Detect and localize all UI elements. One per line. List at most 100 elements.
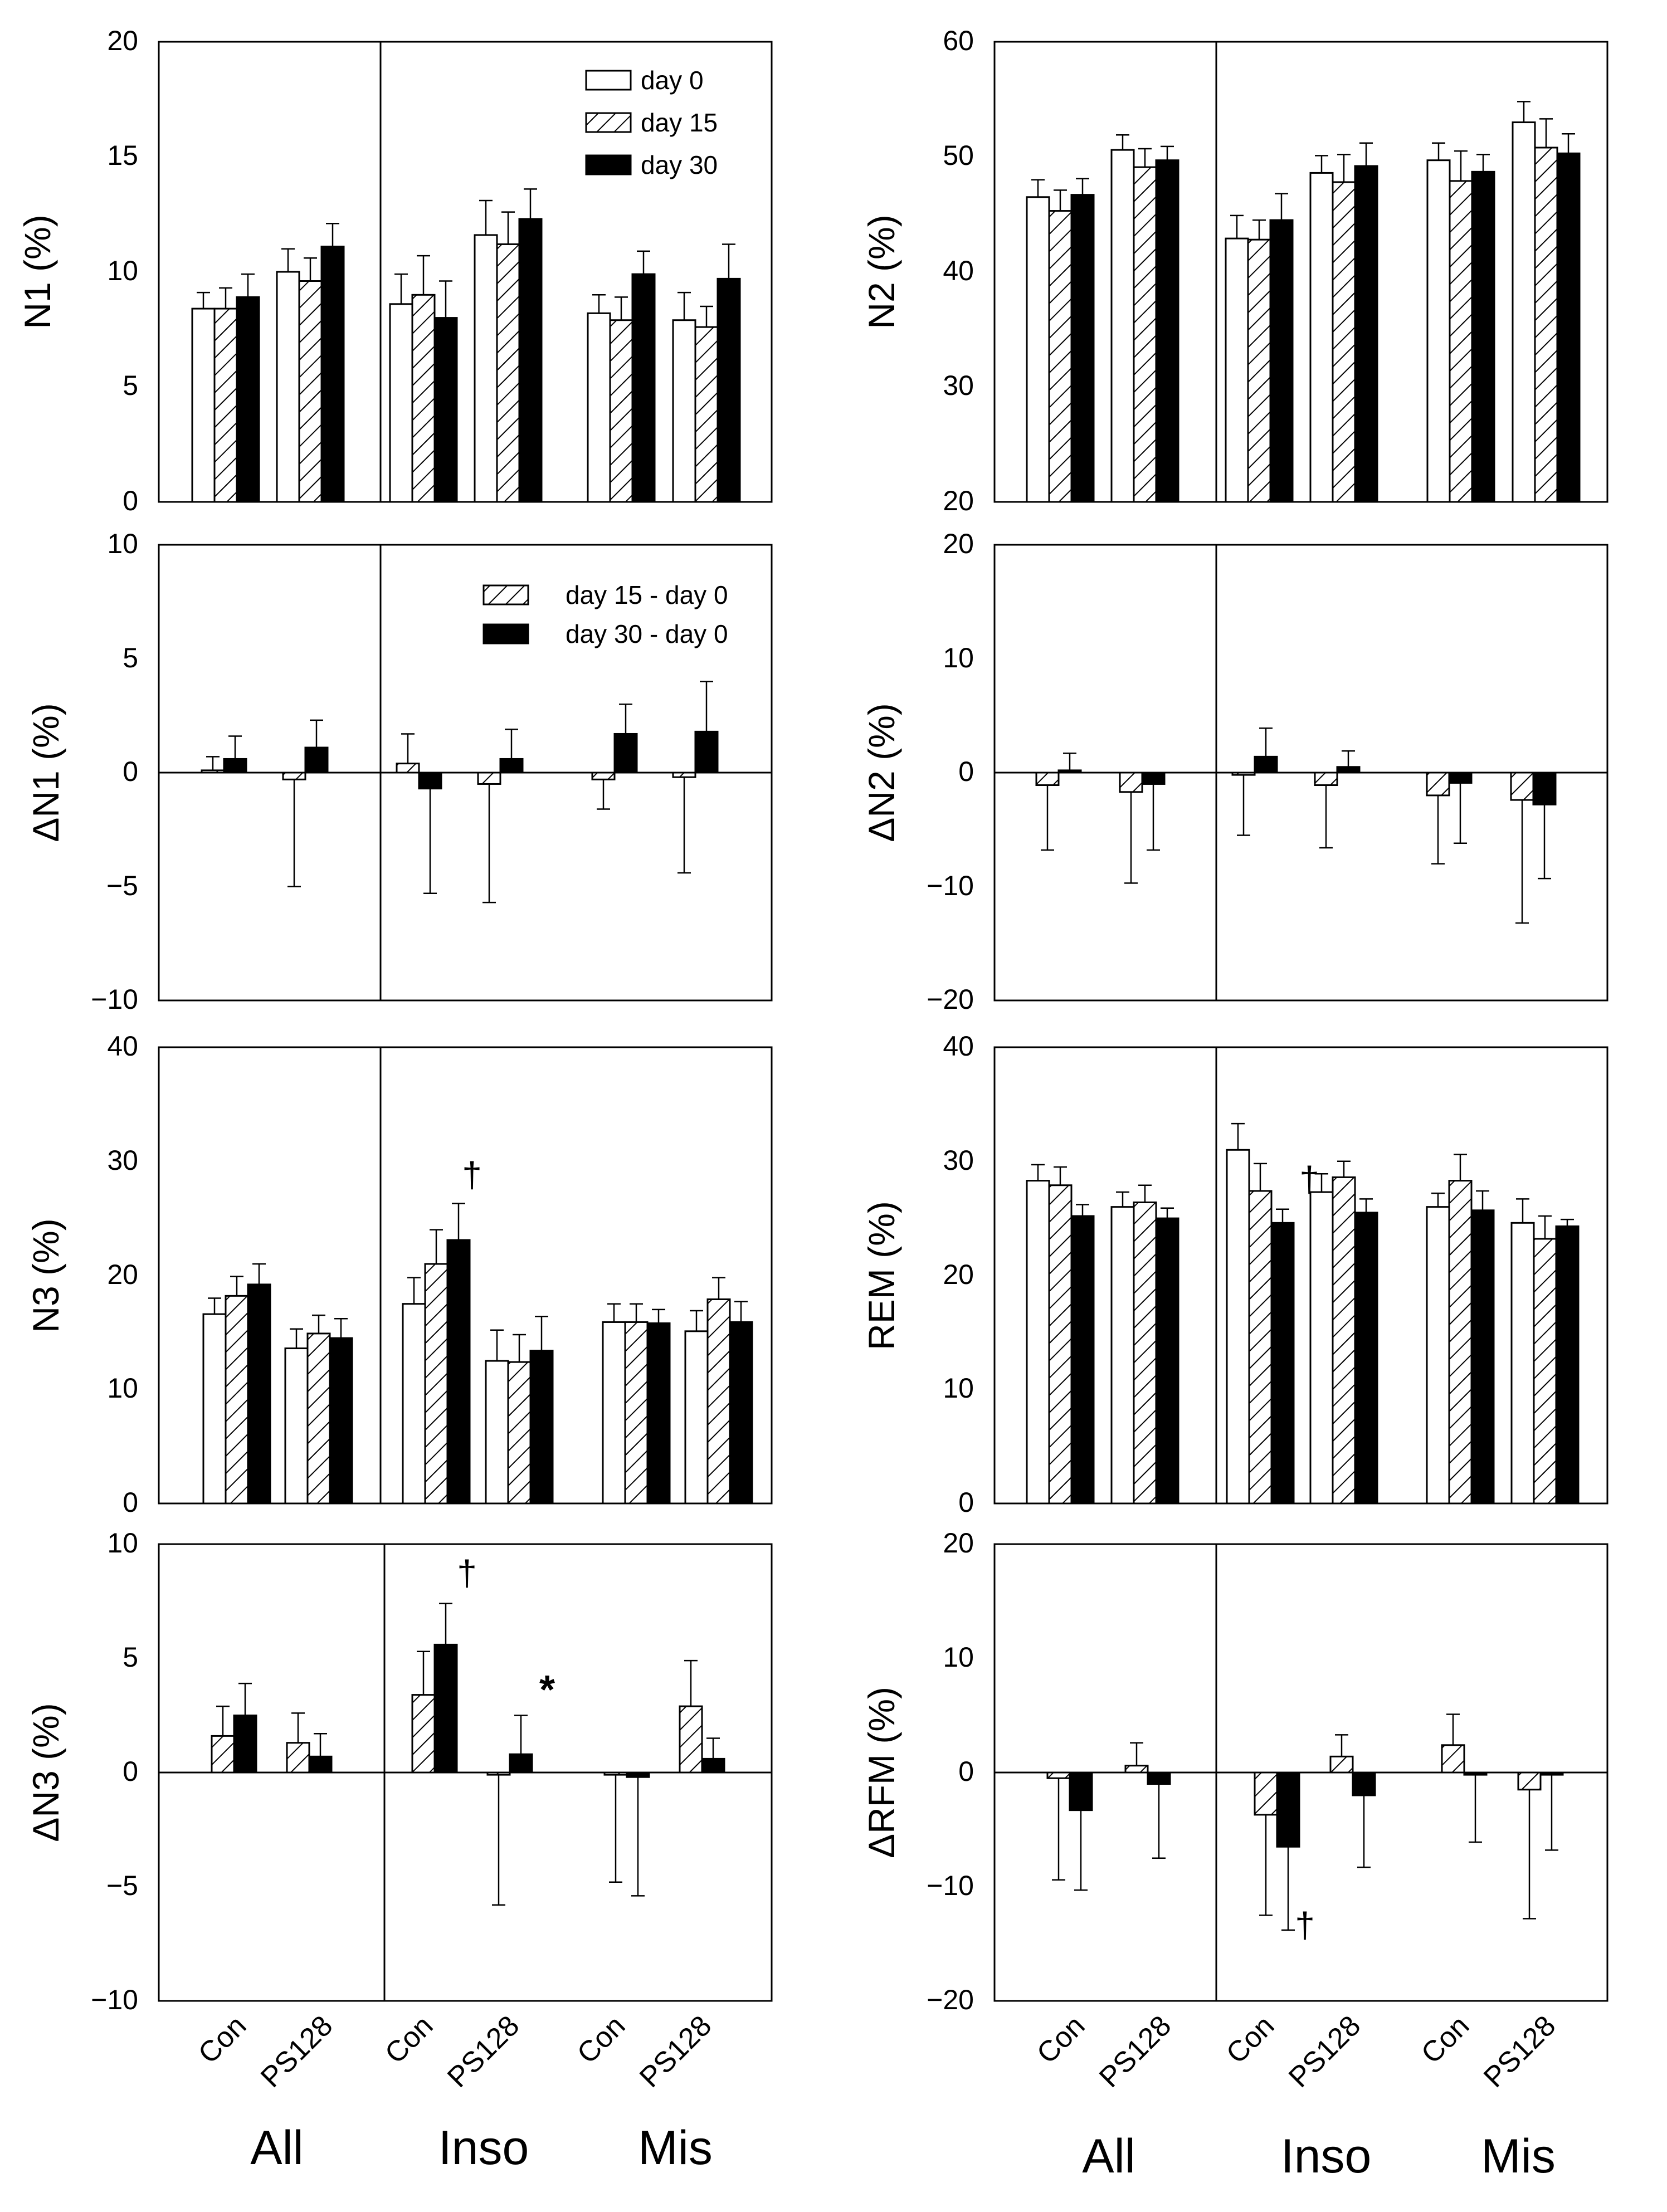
error-bar <box>1161 1207 1174 1219</box>
error-bar <box>630 1303 643 1322</box>
bar-day0 <box>1309 1191 1334 1505</box>
x-subgroup-label: Con <box>571 2009 631 2069</box>
bar-day15 <box>1248 1190 1273 1505</box>
bar-day15-diff <box>486 1771 511 1776</box>
error-bar <box>1454 783 1467 844</box>
y-tick-label: 10 <box>107 1373 138 1404</box>
bar-day30-diff <box>1532 771 1557 805</box>
panel-delta-n1: −10 −5 0 5 10 ΔN1 (%) day 15 - day 0 day… <box>25 528 773 1015</box>
bar-day15-diff <box>282 771 306 780</box>
x-subgroup-label: PS128 <box>255 2009 339 2093</box>
bar-day30 <box>236 296 260 503</box>
error-bar <box>423 788 437 895</box>
y-tick-label: 20 <box>943 1259 974 1290</box>
error-bar <box>304 257 317 281</box>
error-bar <box>637 250 650 275</box>
bar-day15-diff <box>201 769 225 774</box>
bar-day0 <box>587 312 611 503</box>
bar-day30-diff <box>1069 1771 1093 1811</box>
bar-day30-diff <box>613 733 638 774</box>
error-bar <box>514 1715 528 1755</box>
error-bar <box>1342 750 1355 767</box>
y-tick-label: 10 <box>943 1373 974 1404</box>
x-axis-right: Con PS128 Con PS128 Con PS128 All Inso M… <box>1031 2009 1562 2183</box>
y-tick-label: 20 <box>943 485 974 516</box>
error-bar <box>334 1318 348 1339</box>
x-subgroup-label: Con <box>379 2009 439 2069</box>
error-bar <box>524 188 537 219</box>
error-bar <box>1138 148 1152 168</box>
bar-day15-diff <box>679 1705 703 1774</box>
y-axis-label: ΔN2 (%) <box>861 703 902 842</box>
error-bar <box>1545 1775 1558 1851</box>
error-bar <box>1275 193 1288 221</box>
error-bar <box>252 1263 266 1285</box>
legend-swatch-day30-diff <box>482 623 529 644</box>
bar-day15-diff <box>1517 1771 1542 1791</box>
bar-day30 <box>1556 152 1581 503</box>
y-tick-label: 0 <box>123 756 138 787</box>
legend-label: day 0 <box>641 66 704 95</box>
bar-day30-diff <box>1336 766 1361 774</box>
x-subgroup-label: Con <box>1415 2009 1475 2069</box>
panel-delta-n2: −20 −10 0 10 20 ΔN2 (%) <box>861 528 1608 1015</box>
y-tick-label: 10 <box>943 642 974 673</box>
error-bar <box>439 1603 452 1645</box>
panel-n1: 0 5 10 15 20 N1 (%) day 0 day 15 day 30 <box>17 25 773 516</box>
error-bar <box>1052 1778 1065 1881</box>
x-group-label: Mis <box>638 2121 713 2175</box>
bar-day0 <box>1225 237 1249 503</box>
error-bar <box>1076 1204 1089 1217</box>
error-bar <box>1539 118 1553 148</box>
error-bar <box>700 681 713 732</box>
y-tick-label: 40 <box>943 255 974 286</box>
bar-day15-diff <box>591 771 616 780</box>
error-bar <box>677 777 691 874</box>
error-bar <box>1147 784 1160 851</box>
bar-day15 <box>1332 1176 1356 1505</box>
error-bar <box>1446 1713 1460 1745</box>
error-bar <box>1335 1734 1348 1757</box>
y-tick-label: −20 <box>927 1984 974 2015</box>
y-axis-label: N2 (%) <box>861 214 902 329</box>
y-tick-label: 60 <box>943 25 974 56</box>
panel-delta-rfm: −20 −10 0 10 20 ΔRFM (%) † <box>861 1527 1608 2015</box>
panel-delta-n3: −10 −5 0 5 10 ΔN3 (%) † * <box>25 1527 773 2015</box>
bar-day15 <box>411 294 436 503</box>
error-bar <box>1063 752 1076 770</box>
error-bar <box>238 1682 252 1716</box>
bar-day30-diff <box>1352 1771 1376 1796</box>
error-bar <box>1031 179 1045 197</box>
plot-frame <box>993 41 1608 503</box>
x-group-label: All <box>1082 2130 1135 2183</box>
bar-day15 <box>706 1298 731 1505</box>
x-subgroup-label: PS128 <box>1283 2009 1367 2093</box>
error-bar <box>281 248 295 272</box>
error-bar <box>1431 795 1445 865</box>
error-bar <box>290 1328 303 1349</box>
bar-day0 <box>1026 1180 1050 1505</box>
y-tick-label: 0 <box>958 756 974 787</box>
bar-day15 <box>306 1332 331 1505</box>
y-ticks: 0 10 20 30 40 <box>943 1031 974 1518</box>
error-bar <box>1254 1163 1267 1191</box>
error-bar <box>1454 150 1468 181</box>
error-bar <box>607 1303 621 1322</box>
error-bar <box>1454 1154 1467 1181</box>
bar-day30-diff <box>694 730 719 774</box>
bar-day30 <box>329 1337 353 1505</box>
error-bar <box>1562 133 1575 154</box>
bar-day15 <box>1133 1201 1157 1505</box>
error-bar <box>1357 1795 1371 1868</box>
error-bar <box>230 1276 243 1296</box>
bar-day30-diff <box>1539 1771 1564 1776</box>
x-group-label: Mis <box>1481 2130 1556 2183</box>
x-axis-left: Con PS128 Con PS128 Con PS128 All Inso M… <box>192 2009 718 2175</box>
bar-day15 <box>1048 1184 1073 1505</box>
error-bar <box>1281 1847 1295 1931</box>
error-bar <box>597 779 610 810</box>
error-bar <box>1054 189 1067 211</box>
error-bar <box>1259 727 1273 757</box>
x-group-label: All <box>250 2121 304 2175</box>
legend: day 15 - day 0 day 30 - day 0 <box>482 580 728 648</box>
